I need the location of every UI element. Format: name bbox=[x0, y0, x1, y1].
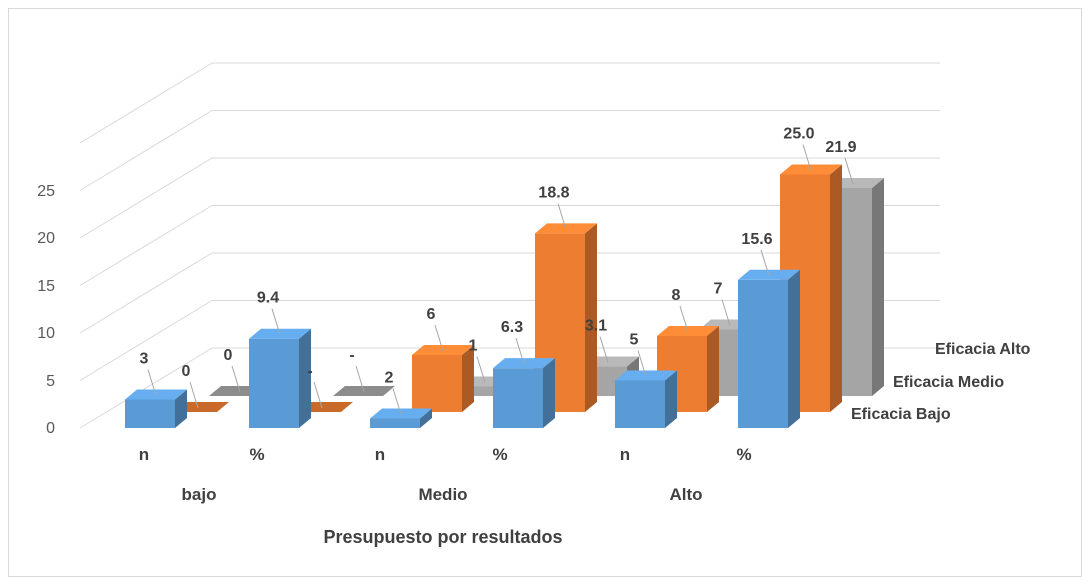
label-leader bbox=[802, 144, 812, 171]
gridline-depth bbox=[79, 205, 213, 286]
data-label: 21.9 bbox=[825, 139, 856, 156]
label-leader bbox=[434, 324, 444, 352]
label-leader bbox=[271, 308, 281, 335]
label-leader bbox=[721, 299, 731, 326]
y-tick-10: 10 bbox=[37, 325, 55, 342]
label-leader bbox=[844, 157, 854, 185]
label-leader bbox=[392, 388, 402, 415]
data-label: 9.4 bbox=[257, 290, 279, 307]
data-label: - bbox=[349, 347, 354, 364]
label-leader bbox=[313, 381, 323, 409]
data-label: 7 bbox=[714, 281, 723, 298]
x-axis-title: Presupuesto por resultados bbox=[323, 527, 562, 547]
data-label: 6 bbox=[427, 306, 436, 323]
label-leader bbox=[760, 249, 770, 276]
x-tick-pct-alto: % bbox=[736, 445, 751, 464]
series-label-eficacia-bajo: Eficacia Bajo bbox=[851, 406, 951, 423]
bar-eficacia-bajo-1 bbox=[249, 328, 311, 428]
y-tick-20: 20 bbox=[37, 230, 55, 247]
data-label: 0 bbox=[224, 347, 233, 364]
x-tick-pct-medio: % bbox=[492, 445, 507, 464]
bar-eficacia-bajo-4 bbox=[615, 370, 677, 428]
bars bbox=[125, 164, 884, 428]
data-labels: 3 9.4 2 6.3 5 15.6 0 - 6 18.8 8 25.0 0 - 1 3.1 7 21.9 bbox=[140, 126, 857, 415]
label-leader bbox=[231, 365, 241, 393]
group-label-alto: Alto bbox=[669, 485, 702, 504]
bar-eficacia-bajo-3 bbox=[493, 358, 555, 428]
data-label: 6.3 bbox=[501, 319, 523, 336]
gridline-depth bbox=[79, 347, 213, 429]
gridline-depth bbox=[79, 110, 213, 191]
bar-eficacia-medio-2 bbox=[412, 345, 474, 412]
bar-eficacia-bajo-2 bbox=[370, 408, 432, 428]
label-leader bbox=[147, 369, 157, 396]
data-label: 2 bbox=[385, 370, 394, 387]
data-label: 8 bbox=[672, 287, 681, 304]
x-tick-n-alto: n bbox=[620, 445, 630, 464]
label-leader bbox=[599, 336, 609, 363]
label-leader bbox=[189, 381, 199, 409]
y-tick-5: 5 bbox=[46, 373, 55, 390]
x-tick-pct-bajo: % bbox=[249, 445, 264, 464]
data-label: 1 bbox=[469, 338, 478, 355]
y-tick-15: 15 bbox=[37, 278, 55, 295]
gridline-depth bbox=[79, 252, 213, 334]
data-label: 0 bbox=[182, 363, 191, 380]
series-label-eficacia-medio: Eficacia Medio bbox=[893, 374, 1004, 391]
series-label-eficacia-alto: Eficacia Alto bbox=[935, 341, 1031, 358]
bar-eficacia-bajo-5 bbox=[738, 269, 800, 428]
label-leader bbox=[515, 338, 525, 365]
gridline-depth bbox=[79, 62, 213, 144]
label-leader bbox=[476, 356, 486, 383]
label-leader bbox=[637, 350, 647, 377]
gridline-depth bbox=[79, 300, 213, 381]
x-tick-n-medio: n bbox=[375, 445, 385, 464]
label-leader bbox=[679, 305, 689, 333]
data-label: 3 bbox=[140, 351, 149, 368]
data-label: 18.8 bbox=[538, 184, 569, 201]
data-label: 15.6 bbox=[741, 231, 772, 248]
group-label-medio: Medio bbox=[418, 485, 467, 504]
x-tick-n-bajo: n bbox=[139, 445, 149, 464]
gridline-depth bbox=[79, 157, 213, 239]
data-label: - bbox=[307, 363, 312, 380]
bar-eficacia-medio-3 bbox=[535, 223, 597, 412]
data-label: 3.1 bbox=[585, 318, 607, 335]
data-label: 25.0 bbox=[783, 126, 814, 143]
label-leader bbox=[355, 365, 365, 393]
data-label: 5 bbox=[630, 332, 639, 349]
y-tick-25: 25 bbox=[37, 183, 55, 200]
group-label-bajo: bajo bbox=[182, 485, 217, 504]
y-tick-0: 0 bbox=[46, 420, 55, 437]
label-leader bbox=[557, 203, 567, 230]
